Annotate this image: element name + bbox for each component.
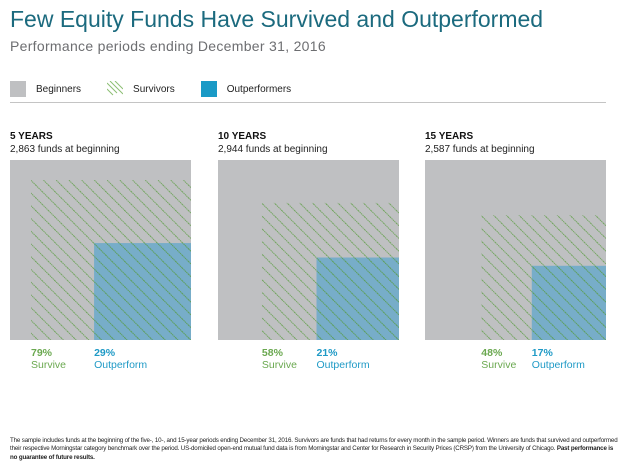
footnote-disclaimer: Past performance is no guarantee of futu… xyxy=(10,445,614,461)
panel-chart xyxy=(425,160,606,340)
survive-stat: 58% Survive xyxy=(262,347,297,371)
outperform-percent: 21% xyxy=(316,347,338,359)
legend-label: Outperformers xyxy=(226,83,292,95)
outperformers-hatch xyxy=(531,265,606,340)
outperform-label: Outperform xyxy=(94,359,148,371)
outperformers-hatch xyxy=(94,243,191,340)
survive-label: Survive xyxy=(31,359,67,371)
footnote: The sample includes funds at the beginni… xyxy=(10,437,620,462)
outperform-stat: 21% Outperform xyxy=(317,347,370,371)
panel-title: 5 YEARS xyxy=(10,131,53,142)
survive-percent: 58% xyxy=(261,347,283,359)
divider xyxy=(10,102,606,103)
panel-10-years: 10 YEARS 2,944 funds at beginning 58% Su… xyxy=(218,131,400,371)
panel-title: 10 YEARS xyxy=(218,131,267,142)
panel-funds-count: 2,587 funds at beginning xyxy=(425,144,535,155)
chart-title: Few Equity Funds Have Survived and Outpe… xyxy=(10,6,544,32)
footnote-text: The sample includes funds at the beginni… xyxy=(10,437,618,453)
outperformers-hatch xyxy=(316,257,399,340)
outperform-label: Outperform xyxy=(531,359,585,371)
survivors-swatch xyxy=(107,81,124,96)
survive-stat: 48% Survive xyxy=(481,347,516,371)
survive-percent: 48% xyxy=(481,347,503,359)
legend-item-beginners: Beginners xyxy=(10,81,81,97)
outperform-label: Outperform xyxy=(316,359,370,371)
legend-label: Survivors xyxy=(133,83,175,95)
legend-item-outperformers: Outperformers xyxy=(200,81,292,97)
outperformers-swatch xyxy=(200,81,217,97)
panel-funds-count: 2,863 funds at beginning xyxy=(10,144,120,155)
legend: Beginners Survivors Outperformers xyxy=(10,80,317,98)
survive-percent: 79% xyxy=(31,347,53,359)
legend-label: Beginners xyxy=(36,83,82,95)
survive-label: Survive xyxy=(261,359,297,371)
panel-funds-count: 2,944 funds at beginning xyxy=(218,144,328,155)
legend-item-survivors: Survivors xyxy=(107,81,175,97)
panel-chart xyxy=(218,160,399,340)
outperform-stat: 17% Outperform xyxy=(532,347,585,371)
panel-15-years: 15 YEARS 2,587 funds at beginning 48% Su… xyxy=(425,131,607,371)
outperform-stat: 29% Outperform xyxy=(94,347,147,371)
chart-subtitle: Performance periods ending December 31, … xyxy=(10,38,326,54)
panel-chart xyxy=(10,160,192,340)
outperform-percent: 29% xyxy=(94,347,116,359)
panel-title: 15 YEARS xyxy=(425,131,474,142)
survive-stat: 79% Survive xyxy=(31,347,66,371)
beginners-swatch xyxy=(10,81,26,97)
panel-5-years: 5 YEARS 2,863 funds at beginning 79% Sur… xyxy=(10,131,192,371)
survive-label: Survive xyxy=(481,359,517,371)
outperform-percent: 17% xyxy=(531,347,553,359)
